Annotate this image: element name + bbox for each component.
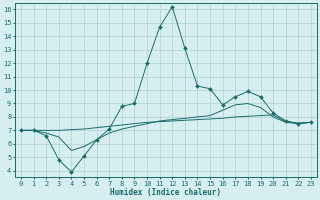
X-axis label: Humidex (Indice chaleur): Humidex (Indice chaleur) (110, 188, 221, 197)
